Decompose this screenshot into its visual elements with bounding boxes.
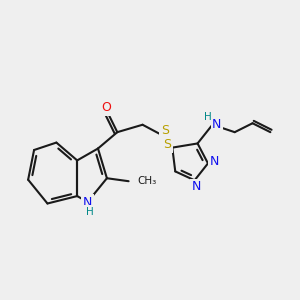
Text: N: N [191, 180, 201, 194]
Text: N: N [210, 155, 219, 168]
Text: S: S [161, 124, 169, 136]
Text: H: H [204, 112, 212, 122]
Text: S: S [163, 138, 171, 151]
Text: N: N [212, 118, 222, 131]
Text: N: N [83, 196, 92, 208]
Text: CH₃: CH₃ [137, 176, 156, 186]
Text: H: H [86, 206, 94, 217]
Text: O: O [101, 101, 111, 114]
